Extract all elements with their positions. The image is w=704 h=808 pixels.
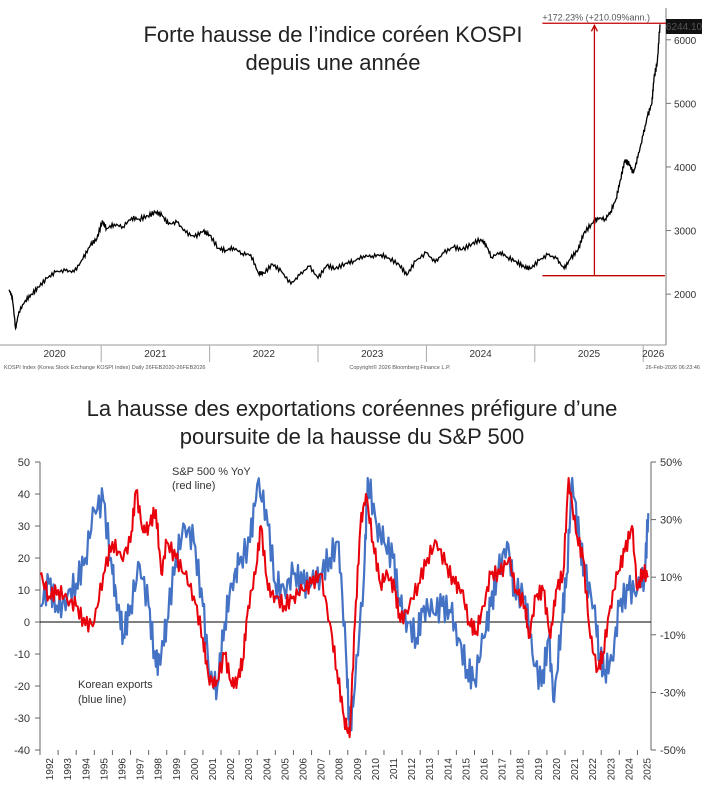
kospi-footer-right: 26-Feb-2026 06:23:46 — [646, 365, 700, 371]
x-tick-label: 1999 — [172, 758, 183, 781]
x-tick-label: 2012 — [407, 758, 418, 781]
kospi-y-tick-label: 6000 — [674, 36, 697, 47]
right-tick-label: 30% — [660, 515, 682, 527]
korean-exports-line — [39, 476, 650, 732]
x-tick-label: 2008 — [335, 758, 346, 781]
left-tick-label: 40 — [18, 489, 30, 501]
kospi-annotation: +172.23% (+210.09%ann.) — [542, 12, 672, 277]
x-tick-label: 2016 — [480, 758, 491, 781]
kospi-x-tick-label: 2020 — [43, 349, 66, 360]
x-tick-label: 2011 — [389, 758, 400, 780]
kospi-x-tick-label: 2023 — [361, 349, 384, 360]
left-tick-label: 50 — [18, 457, 30, 469]
x-tick-label: 2017 — [498, 758, 509, 781]
kospi-x-tick-label: 2026 — [642, 349, 665, 360]
left-tick-label: 30 — [18, 521, 30, 533]
kospi-plot-area — [0, 0, 704, 380]
x-tick-label: 2014 — [443, 758, 454, 781]
last-value-label: 6244.10 — [666, 22, 703, 33]
annotation-label: +172.23% (+210.09%ann.) — [542, 12, 650, 22]
sp500-yoy-line — [39, 477, 650, 739]
x-tick-label: 2005 — [280, 758, 291, 781]
left-tick-label: -30 — [14, 713, 30, 725]
kospi-footer-center: Copyright© 2026 Bloomberg Finance L.P. — [349, 364, 451, 371]
kospi-y-tick-label: 2000 — [674, 290, 697, 301]
x-tick-label: 2022 — [588, 758, 599, 781]
annotation-arrow-icon — [590, 23, 599, 32]
x-tick-label: 2004 — [262, 758, 273, 781]
exports-title-line1: La hausse des exportations coréennes pré… — [87, 396, 618, 421]
x-tick-label: 2013 — [425, 758, 436, 781]
x-tick-label: 2020 — [552, 758, 563, 781]
x-tick-label: 2010 — [371, 758, 382, 781]
kospi-x-tick-label: 2024 — [469, 349, 492, 360]
left-tick-label: 20 — [18, 553, 30, 565]
x-tick-label: 2025 — [643, 758, 654, 781]
kospi-title-line2: depuis une année — [246, 50, 421, 75]
kospi-title-line1: Forte hausse de l’indice coréen KOSPI — [143, 22, 522, 47]
left-tick-label: -20 — [14, 681, 30, 693]
exports-title-line2: poursuite de la hausse du S&P 500 — [180, 424, 525, 449]
right-tick-label: 50% — [660, 457, 682, 469]
kospi-y-tick-label: 5000 — [674, 99, 697, 110]
x-tick-label: 2018 — [516, 758, 527, 781]
right-tick-label: -30% — [660, 687, 686, 699]
exports-x-ticks: 1992 1993 1994 1995 1996 1997 1998 1999 2000 2001… — [39, 750, 654, 781]
right-tick-label: 10% — [660, 572, 682, 584]
left-tick-label: 0 — [24, 617, 30, 629]
kospi-y-ticks: 2000 3000 4000 5000 6000 — [666, 36, 697, 301]
x-tick-label: 2001 — [208, 758, 219, 781]
left-tick-label: -40 — [14, 745, 30, 757]
kospi-x-ticks: 2020 2021 2022 2023 2024 2025 2026 — [43, 345, 665, 362]
x-tick-label: 2002 — [226, 758, 237, 781]
blue-line-label-1: Korean exports — [78, 679, 153, 691]
x-tick-label: 2000 — [190, 758, 201, 781]
left-tick-label: -10 — [14, 649, 30, 661]
right-tick-label: -50% — [660, 745, 686, 757]
x-tick-label: 2006 — [299, 758, 310, 781]
x-tick-label: 2024 — [624, 758, 635, 781]
exports-sp500-chart: La hausse des exportations coréennes pré… — [14, 396, 686, 781]
x-tick-label: 1992 — [45, 758, 56, 781]
x-tick-label: 2019 — [534, 758, 545, 781]
x-tick-label: 2023 — [606, 758, 617, 781]
x-tick-label: 1997 — [136, 758, 147, 781]
x-tick-label: 2003 — [244, 758, 255, 781]
red-line-label-1: S&P 500 % YoY — [172, 466, 251, 478]
kospi-y-tick-label: 4000 — [674, 163, 697, 174]
kospi-x-tick-label: 2025 — [578, 349, 601, 360]
x-tick-label: 1998 — [154, 758, 165, 781]
right-tick-label: -10% — [660, 630, 686, 642]
last-value-box — [666, 19, 702, 34]
x-tick-label: 2015 — [461, 758, 472, 781]
exports-left-ticks: 50 40 30 20 10 0 -10 -20 -30 -40 — [14, 457, 40, 757]
x-tick-label: 2021 — [570, 758, 581, 781]
red-line-label-2: (red line) — [172, 480, 215, 492]
x-tick-label: 2009 — [353, 758, 364, 781]
left-tick-label: 10 — [18, 585, 30, 597]
kospi-chart: Forte hausse de l’indice coréen KOSPI de… — [0, 0, 704, 380]
kospi-series-line — [8, 24, 661, 331]
kospi-x-tick-label: 2022 — [253, 349, 276, 360]
x-tick-label: 2007 — [317, 758, 328, 781]
kospi-x-tick-label: 2021 — [144, 349, 167, 360]
x-tick-label: 1993 — [63, 758, 74, 781]
exports-right-ticks: 50% 30% 10% -10% -30% -50% — [651, 457, 686, 757]
x-tick-label: 1994 — [81, 758, 92, 781]
x-tick-label: 1995 — [99, 758, 110, 781]
blue-line-label-2: (blue line) — [78, 694, 126, 706]
kospi-footer-left: KOSPI Index (Korea Stock Exchange KOSPI … — [4, 365, 205, 371]
kospi-y-tick-label: 3000 — [674, 227, 697, 238]
x-tick-label: 1996 — [118, 758, 129, 781]
